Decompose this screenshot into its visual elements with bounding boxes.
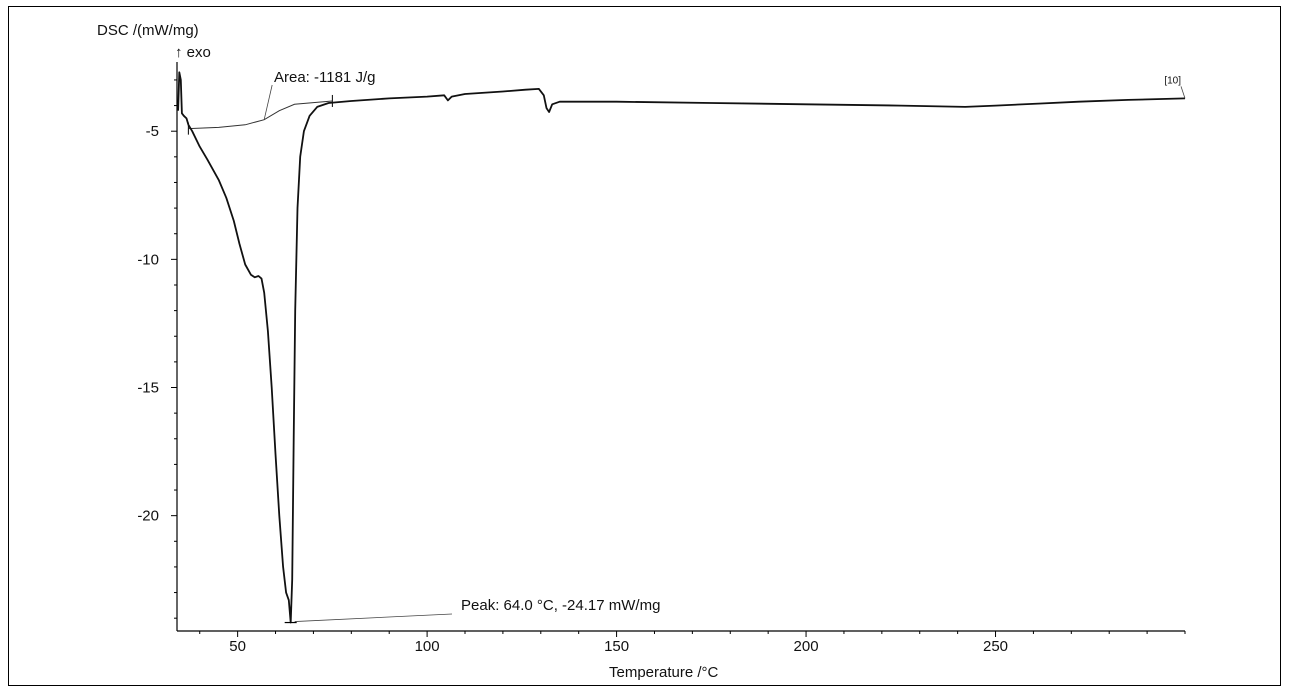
exo-direction-label: ↑ exo — [175, 44, 211, 61]
area-annotation: Area: -1181 J/g — [274, 69, 375, 86]
y-tick-label: -20 — [137, 508, 159, 525]
y-axis-label: DSC /(mW/mg) — [97, 22, 199, 39]
dsc-chart: -5 -10 -15 -20 50 100 150 200 250 Area: -1181 J/… — [97, 22, 1186, 681]
x-tick-label: 200 — [794, 638, 819, 655]
y-tick-label: -5 — [146, 123, 159, 140]
integration-baseline — [188, 100, 333, 130]
x-tick-label: 150 — [604, 638, 629, 655]
axis-ticks: -5 -10 -15 -20 50 100 150 200 250 — [137, 79, 1186, 655]
x-axis-label: Temperature /°C — [609, 664, 719, 681]
curve-end-label: [10] — [1164, 75, 1181, 86]
chart-frame: -5 -10 -15 -20 50 100 150 200 250 Area: -1181 J/… — [8, 6, 1281, 686]
area-leader-line — [263, 84, 273, 120]
y-tick-label: -10 — [137, 251, 159, 268]
peak-annotation: Peak: 64.0 °C, -24.17 mW/mg — [461, 597, 660, 614]
x-tick-label: 100 — [415, 638, 440, 655]
x-tick-label: 50 — [229, 638, 246, 655]
axes — [176, 62, 1185, 632]
annotations: Area: -1181 J/g Peak: 64.0 °C, -24.17 mW/… — [263, 69, 1186, 624]
y-tick-label: -15 — [137, 380, 159, 397]
curve-end-leader — [1180, 86, 1186, 99]
peak-leader-line — [294, 613, 453, 622]
x-tick-label: 250 — [983, 638, 1008, 655]
dsc-curve — [177, 71, 1186, 624]
